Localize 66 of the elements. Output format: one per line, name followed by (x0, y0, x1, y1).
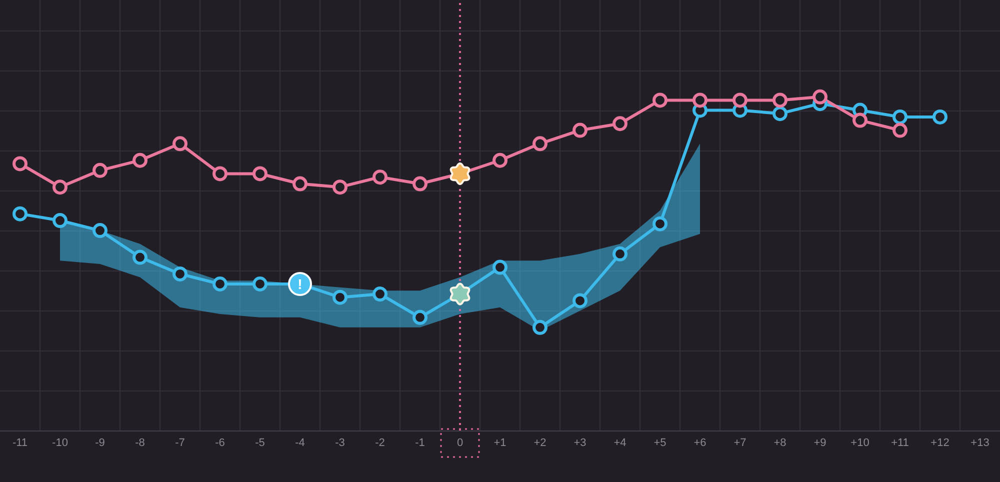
point (692, 92, 708, 108)
point (572, 293, 588, 308)
x-tick-label: -4 (295, 437, 305, 449)
point (132, 250, 148, 265)
point (252, 276, 268, 292)
point (932, 109, 948, 124)
x-tick-label: +6 (694, 437, 706, 449)
x-tick-label: -6 (215, 437, 225, 449)
point (652, 92, 668, 108)
x-tick-label: +11 (891, 437, 909, 449)
x-tick-label: +1 (494, 437, 506, 449)
point (492, 152, 508, 168)
x-tick-label: -9 (95, 437, 105, 449)
point (92, 162, 108, 178)
point (612, 246, 628, 262)
point (172, 136, 188, 152)
x-tick-label: +13 (970, 437, 990, 449)
point (332, 180, 348, 195)
point (812, 89, 828, 104)
point (612, 116, 628, 132)
point (412, 310, 428, 325)
point (172, 266, 188, 282)
x-tick-label: +12 (930, 437, 950, 449)
x-tick-label: +8 (774, 437, 786, 449)
x-tick-label: +2 (534, 437, 546, 449)
point (12, 156, 28, 172)
point (892, 109, 908, 124)
x-tick-label: -7 (175, 437, 185, 449)
x-tick-label: +7 (734, 437, 746, 449)
x-tick-label: +3 (574, 437, 586, 449)
point (412, 176, 428, 192)
x-tick-label: -8 (135, 437, 145, 449)
point (532, 136, 548, 152)
x-tick-label: +9 (814, 437, 826, 449)
x-tick-label: +10 (850, 437, 870, 449)
point (292, 176, 308, 192)
x-tick-label: +5 (654, 437, 666, 449)
point (532, 320, 548, 335)
point (772, 92, 788, 108)
x-tick-label: +4 (614, 437, 626, 449)
point (892, 122, 908, 138)
point (652, 216, 668, 232)
x-tick-label: -3 (335, 437, 345, 449)
point (372, 286, 388, 302)
point (572, 122, 588, 138)
x-tick-label: -10 (52, 437, 68, 449)
x-tick-label: -1 (415, 437, 425, 449)
point (332, 290, 348, 305)
point (52, 213, 68, 228)
point (132, 152, 148, 168)
point (212, 276, 228, 292)
point (772, 106, 788, 122)
x-tick-label: -5 (255, 437, 265, 449)
point (252, 166, 268, 182)
point (732, 92, 748, 108)
annotation: ! (298, 276, 302, 292)
point (92, 223, 108, 238)
x-tick-label: -11 (12, 437, 28, 449)
point (372, 170, 388, 185)
point (12, 206, 28, 222)
x-tick-label: -2 (375, 437, 385, 449)
point (852, 112, 868, 128)
point (212, 166, 228, 182)
point (52, 180, 68, 195)
x-tick-label: 0 (456, 437, 464, 449)
point (492, 260, 508, 275)
